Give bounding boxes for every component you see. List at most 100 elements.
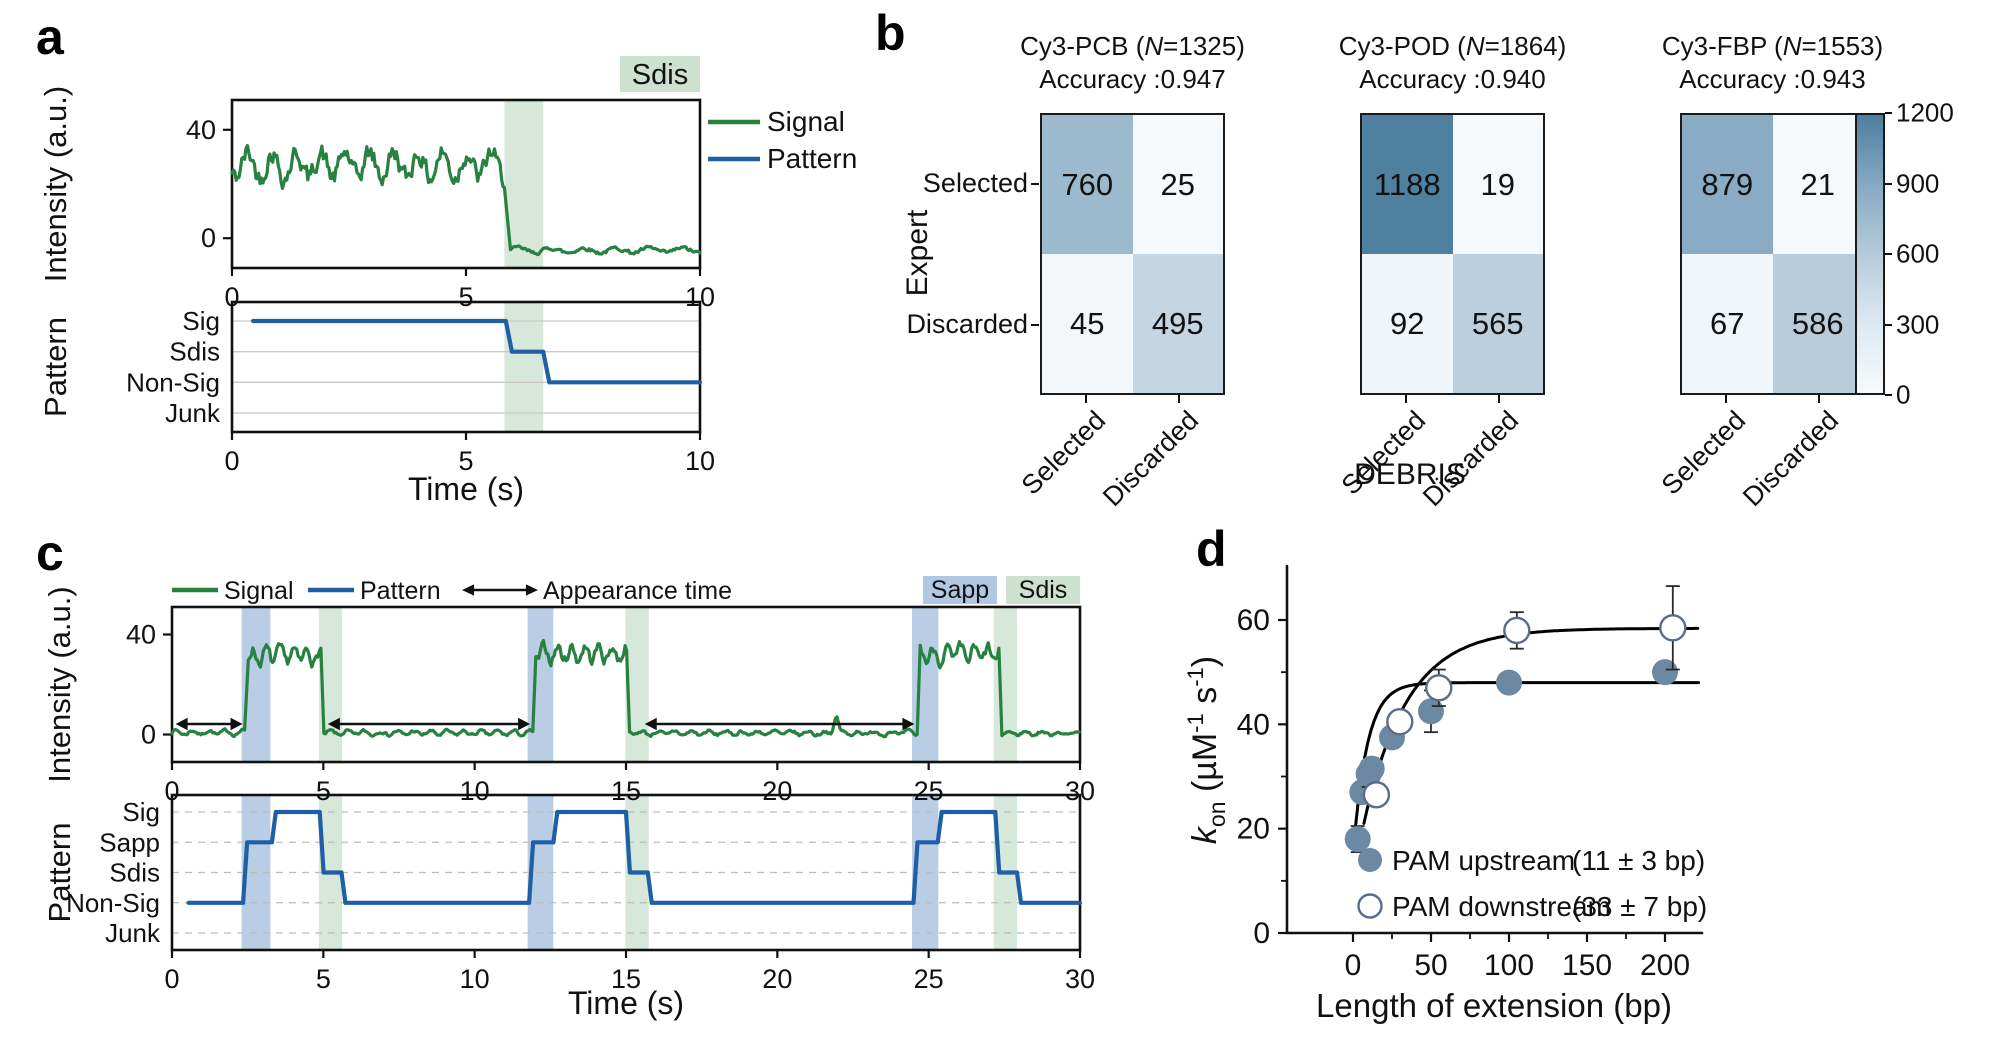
sdis-band	[625, 607, 649, 762]
x-tick-label: 5	[458, 282, 473, 312]
legend-upstream-label: PAM upstream	[1392, 845, 1575, 876]
arrow-head-left	[175, 717, 188, 731]
ylabel-part: on	[1204, 802, 1230, 828]
ylabel-part: s	[1186, 687, 1224, 713]
filled-marker	[1418, 698, 1444, 725]
pattern-trace	[186, 809, 1083, 905]
y-tick-label: 0	[201, 223, 216, 253]
panel-b-confusion-matrices: Cy3-PCB (N=1325) Accuracy :0.947 760 25 45 49…	[870, 10, 2009, 515]
data-point-PAM-downstream	[1659, 585, 1687, 671]
matrix-cell-value: 565	[1471, 305, 1524, 341]
matrix-title-Cy3-PCB: Cy3-PCB (N=1325) Accuracy :0.947	[1020, 31, 1245, 94]
x-tick-label: 10	[685, 282, 715, 312]
colorbar-tick	[1885, 112, 1892, 114]
time-axis-label: Time (s)	[408, 471, 524, 507]
ylabel-part: k	[1186, 825, 1224, 844]
panel-d-scatter-chart: 0 50 100 150 200 0 20 40 60 PAM upstream(11 ± 3 b…	[1183, 564, 1707, 1024]
confusion-matrix-Cy3-FBP: 879 21 67 586	[1680, 113, 1865, 395]
x-tick-label: 50	[1414, 949, 1447, 982]
x-tick-label: 20	[762, 964, 792, 994]
sapp-band	[912, 607, 939, 762]
sdis-band	[504, 302, 544, 432]
legend-filled-marker	[1358, 848, 1382, 872]
x-tick-label: 0	[164, 964, 179, 994]
ylabel-part: )	[1186, 656, 1224, 667]
matrix-cell-value: 25	[1160, 166, 1195, 202]
col-tick	[1725, 395, 1728, 403]
matrix-cell-Cy3-PCB-r0c0: 760	[1042, 115, 1133, 254]
x-tick-label: 0	[1345, 949, 1362, 982]
confusion-matrix-Cy3-PCB: 760 25 45 495	[1040, 113, 1225, 395]
colorbar-tick-label-300: 300	[1896, 309, 1940, 339]
fit-curve-1	[1362, 626, 1700, 825]
arrow-head-left	[644, 717, 657, 731]
pattern-y-axis-label: Pattern	[42, 823, 77, 923]
data-point-PAM-downstream	[1386, 708, 1414, 736]
col-tick	[1405, 395, 1408, 403]
x-tick-label: 30	[1065, 776, 1095, 806]
arrow-head-right	[902, 717, 915, 731]
x-tick-label: 5	[316, 964, 331, 994]
row-tick	[1031, 182, 1039, 185]
axes-spines	[1285, 564, 1704, 935]
pattern-level-label: Sig	[182, 306, 220, 336]
x-tick-label: 10	[460, 776, 490, 806]
n-italic: N	[1782, 31, 1802, 61]
filled-marker	[1652, 659, 1678, 686]
col-tick	[1497, 395, 1500, 403]
matrix-cell-Cy3-POD-r0c1: 19	[1452, 115, 1543, 254]
confusion-matrix-Cy3-POD: 1188 19 92 565	[1360, 113, 1545, 395]
matrix-title-Cy3-FBP: Cy3-FBP (N=1553) Accuracy :0.943	[1661, 31, 1884, 94]
x-tick-label: 10	[460, 964, 490, 994]
pattern-level-label: Sig	[122, 797, 160, 827]
signal-trace	[170, 638, 1081, 739]
x-tick-label: 0	[224, 446, 239, 476]
x-tick-label: 15	[611, 964, 641, 994]
panel-b-label: b	[875, 5, 906, 61]
pattern-level-label: Junk	[105, 918, 161, 948]
time-axis-label: Time (s)	[568, 985, 684, 1021]
col-tick	[1817, 395, 1820, 403]
legend-appearance-arrow	[462, 584, 538, 596]
arrow-head-right	[230, 717, 243, 731]
legend-open-marker	[1357, 893, 1383, 919]
colorbar-tick-label-900: 900	[1896, 168, 1940, 198]
colorbar-tick	[1885, 394, 1892, 396]
x-tick-label: 200	[1640, 949, 1690, 982]
y-tick-label: 0	[141, 720, 156, 750]
filled-marker	[1344, 826, 1371, 853]
sdis-band	[993, 607, 1018, 762]
sdis-label: Sdis	[1019, 576, 1068, 604]
n-italic: N	[1144, 31, 1164, 61]
matrix-cell-value: 67	[1710, 305, 1745, 341]
data-point-PAM-downstream	[1362, 781, 1391, 809]
arrow-head-left	[462, 584, 474, 596]
colorbar-tick	[1885, 182, 1892, 185]
x-tick-label: 5	[316, 776, 331, 806]
matrix-cell-Cy3-POD-r1c1: 565	[1452, 254, 1543, 393]
data-point-PAM-upstream	[1652, 659, 1678, 686]
sdis-label-bg	[1006, 576, 1080, 604]
matrix-cell-Cy3-POD-r1c0: 92	[1362, 254, 1453, 393]
intensity-y-axis-label: Intensity (a.u.)	[38, 86, 73, 282]
legend-appearance-label: Appearance time	[543, 577, 732, 605]
panel-c-label: c	[36, 525, 64, 581]
col-label-Selected: Selected	[1015, 405, 1112, 501]
legend-upstream-note: (11 ± 3 bp)	[1572, 845, 1705, 876]
x-tick-label: 30	[1065, 964, 1095, 994]
colorbar-tick-label-0: 0	[1896, 379, 1911, 410]
matrix-cell-Cy3-PCB-r1c0: 45	[1042, 254, 1133, 393]
open-marker	[1659, 614, 1687, 642]
matrix-cell-value: 879	[1701, 166, 1754, 202]
pattern-level-label: Sapp	[99, 827, 160, 857]
arrow-head-right	[526, 584, 538, 596]
debris-axis-label: DEBRIS	[1354, 458, 1466, 491]
x-tick-label: 0	[224, 282, 239, 312]
colorbar	[1855, 113, 1885, 395]
filled-marker	[1496, 669, 1522, 696]
pattern-trace	[251, 318, 703, 385]
open-marker	[1503, 616, 1531, 645]
